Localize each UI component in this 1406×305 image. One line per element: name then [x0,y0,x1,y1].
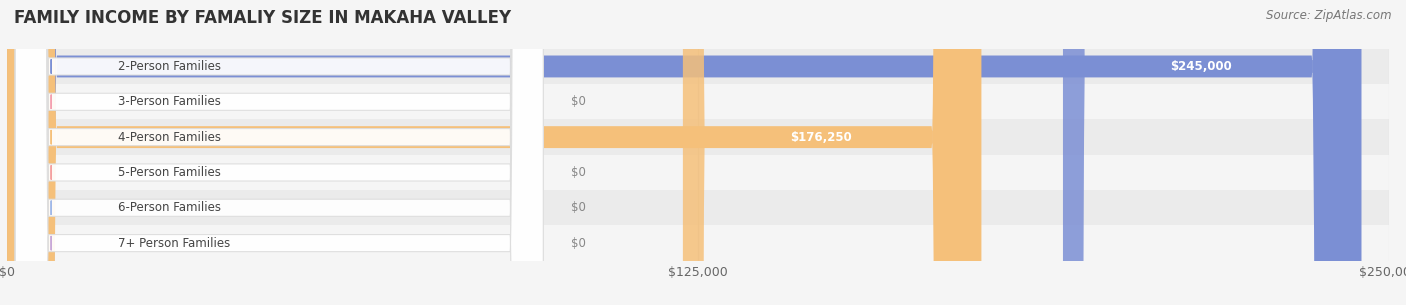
Text: 5-Person Families: 5-Person Families [118,166,221,179]
Text: $245,000: $245,000 [1170,60,1232,73]
Bar [7,155,1389,190]
FancyBboxPatch shape [7,0,981,305]
Text: $176,250: $176,250 [790,131,852,144]
FancyBboxPatch shape [15,0,543,305]
FancyBboxPatch shape [15,0,543,305]
FancyBboxPatch shape [7,0,1361,305]
Text: $0: $0 [571,95,586,108]
FancyBboxPatch shape [15,0,543,305]
FancyBboxPatch shape [1063,0,1340,305]
Text: 7+ Person Families: 7+ Person Families [118,237,229,249]
Bar [7,84,1389,120]
Text: 3-Person Families: 3-Person Families [118,95,221,108]
Bar [7,190,1389,225]
Text: 4-Person Families: 4-Person Families [118,131,221,144]
FancyBboxPatch shape [15,0,543,305]
Bar [7,49,1389,84]
Bar [7,225,1389,261]
Text: Source: ZipAtlas.com: Source: ZipAtlas.com [1267,9,1392,22]
FancyBboxPatch shape [15,0,543,305]
Text: FAMILY INCOME BY FAMALIY SIZE IN MAKAHA VALLEY: FAMILY INCOME BY FAMALIY SIZE IN MAKAHA … [14,9,512,27]
Text: $0: $0 [571,166,586,179]
Text: 2-Person Families: 2-Person Families [118,60,221,73]
Bar [7,120,1389,155]
Text: $0: $0 [571,237,586,249]
FancyBboxPatch shape [15,0,543,305]
Text: 6-Person Families: 6-Person Families [118,201,221,214]
FancyBboxPatch shape [683,0,959,305]
Text: $0: $0 [571,201,586,214]
